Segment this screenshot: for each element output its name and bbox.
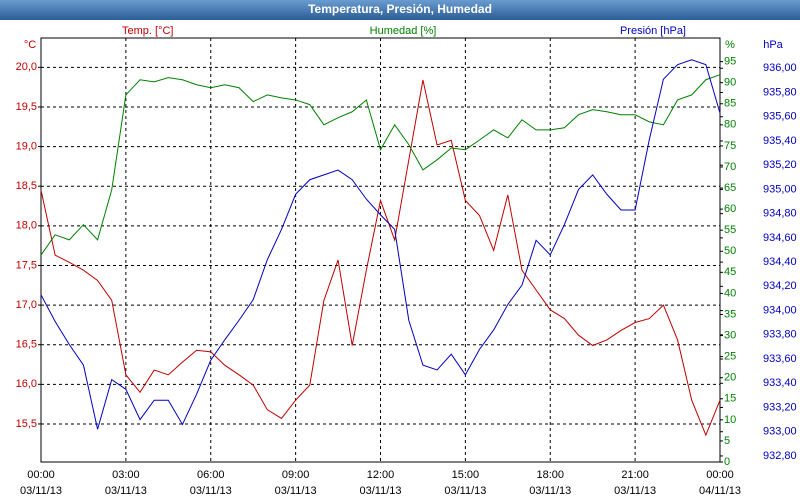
y-tick-label: 934,20 — [763, 280, 797, 292]
y-tick-label: 18,0 — [16, 220, 37, 232]
y-tick-label: 80 — [724, 119, 736, 131]
y-tick-label: 935,00 — [763, 183, 797, 195]
y-tick-label: 19,5 — [16, 101, 37, 113]
y-tick-label: 934,40 — [763, 256, 797, 268]
title-bar — [0, 0, 800, 20]
y-tick-label: 85 — [724, 98, 736, 110]
x-tick-label: 00:00 — [706, 469, 734, 481]
y-tick-label: 932,80 — [763, 450, 797, 462]
y-tick-label: 935,40 — [763, 135, 797, 147]
y-tick-label: 933,80 — [763, 329, 797, 341]
y-tick-label: 65 — [724, 182, 736, 194]
y-tick-label: 17,0 — [16, 299, 37, 311]
y-tick-label: 25 — [724, 351, 736, 363]
x-tick-date: 04/11/13 — [699, 485, 741, 497]
y-tick-label: 16,0 — [16, 378, 37, 390]
y-tick-label: 50 — [724, 245, 736, 257]
y-tick-label: 20 — [724, 372, 736, 384]
legend-entry: Humedad [%] — [370, 25, 437, 37]
y-tick-label: 40 — [724, 287, 736, 299]
y-tick-label: 75 — [724, 140, 736, 152]
x-tick-label: 00:00 — [27, 469, 55, 481]
y-tick-label: 95 — [724, 56, 736, 68]
x-tick-date: 03/11/13 — [444, 485, 486, 497]
y-tick-label: 935,20 — [763, 159, 797, 171]
series-line — [40, 59, 721, 430]
y-tick-label: 70 — [724, 161, 736, 173]
chart-title: Temperatura, Presión, Humedad — [308, 2, 492, 16]
y-tick-label: 20,0 — [16, 61, 37, 73]
y-tick-label: 45 — [724, 266, 736, 278]
y-tick-label: 16,5 — [16, 339, 37, 351]
y-tick-label: 35 — [724, 308, 736, 320]
y-tick-label: 19,0 — [16, 140, 37, 152]
y-unit: °C — [24, 39, 36, 51]
y-tick-label: 18,5 — [16, 180, 37, 192]
y-tick-label: 15 — [724, 393, 736, 405]
x-tick-label: 12:00 — [367, 469, 395, 481]
x-tick-date: 03/11/13 — [359, 485, 401, 497]
legend-entry: Temp. [°C] — [122, 25, 173, 37]
x-tick-date: 03/11/13 — [20, 485, 62, 497]
y-tick-label: 933,00 — [763, 426, 797, 438]
x-tick-date: 03/11/13 — [614, 485, 656, 497]
x-tick-label: 03:00 — [112, 469, 140, 481]
y-tick-label: 936,00 — [763, 62, 797, 74]
y-tick-label: 90 — [724, 77, 736, 89]
x-tick-date: 03/11/13 — [529, 485, 571, 497]
legend-entry: Presión [hPa] — [620, 25, 686, 37]
x-tick-date: 03/11/13 — [275, 485, 317, 497]
series-line — [40, 79, 721, 437]
y-tick-label: 934,60 — [763, 232, 797, 244]
y-tick-label: 5 — [724, 435, 730, 447]
x-tick-date: 03/11/13 — [190, 485, 232, 497]
y-tick-label: 933,60 — [763, 353, 797, 365]
y-tick-label: 10 — [724, 414, 736, 426]
y-tick-label: 935,60 — [763, 111, 797, 123]
series-line — [40, 74, 721, 256]
x-tick-label: 15:00 — [452, 469, 480, 481]
y3-unit: hPa — [763, 39, 783, 51]
y-tick-label: 55 — [724, 224, 736, 236]
x-tick-label: 21:00 — [621, 469, 649, 481]
y2-unit: % — [725, 39, 735, 51]
y-tick-label: 934,00 — [763, 304, 797, 316]
y-tick-label: 933,40 — [763, 377, 797, 389]
y-tick-label: 934,80 — [763, 208, 797, 220]
y-tick-label: 933,20 — [763, 401, 797, 413]
y-tick-label: 935,80 — [763, 86, 797, 98]
x-tick-label: 09:00 — [282, 469, 310, 481]
x-tick-label: 18:00 — [536, 469, 564, 481]
x-tick-label: 06:00 — [197, 469, 225, 481]
y-tick-label: 30 — [724, 329, 736, 341]
y-tick-label: 0 — [724, 456, 730, 468]
y-tick-label: 17,5 — [16, 259, 37, 271]
y-tick-label: 60 — [724, 203, 736, 215]
y-tick-label: 15,5 — [16, 418, 37, 430]
x-tick-date: 03/11/13 — [105, 485, 147, 497]
